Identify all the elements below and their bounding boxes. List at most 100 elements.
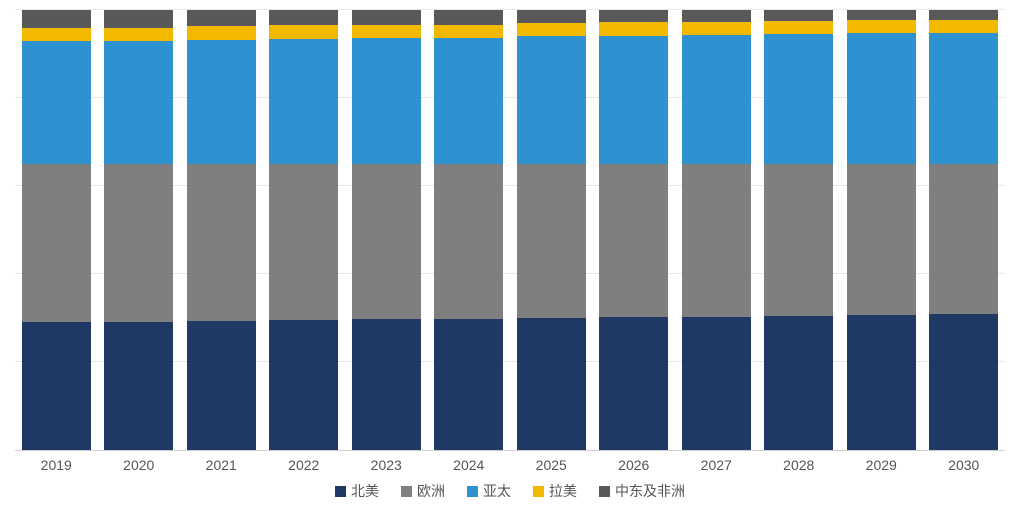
bar-segment-eu [22,164,91,322]
bar-column [428,10,511,450]
x-tick-label: 2030 [923,457,1006,473]
bar-segment-mea [764,10,833,21]
bar-column [840,10,923,450]
bar-segment-na [517,318,586,450]
x-tick-label: 2025 [510,457,593,473]
bar-segment-na [434,319,503,450]
bar-column [180,10,263,450]
bar-column [923,10,1006,450]
bar-segment-eu [269,164,338,320]
bar-segment-eu [847,164,916,315]
bar-column [675,10,758,450]
bar-segment-apac [847,33,916,164]
plot-area [15,10,1005,451]
bar [599,10,668,450]
bar-segment-lam [929,20,998,33]
x-tick-label: 2023 [345,457,428,473]
x-tick-label: 2028 [758,457,841,473]
bar [682,10,751,450]
bar-segment-lam [187,26,256,39]
bar-segment-mea [434,10,503,25]
bar-segment-mea [104,10,173,28]
x-tick-label: 2020 [98,457,181,473]
bar-segment-apac [682,35,751,164]
bar-segment-apac [269,39,338,164]
bar-segment-mea [187,10,256,26]
bar [434,10,503,450]
bar-segment-apac [22,41,91,164]
bar-segment-lam [764,21,833,34]
bar-segment-na [352,319,421,450]
bar-segment-mea [682,10,751,22]
bar-segment-lam [104,28,173,41]
bar-column [15,10,98,450]
legend: 北美欧洲亚太拉美中东及非洲 [15,481,1005,501]
legend-swatch [467,486,478,497]
bar-segment-eu [929,164,998,314]
bar [764,10,833,450]
bar-segment-eu [517,164,586,318]
bar-segment-apac [764,34,833,164]
bar-segment-eu [352,164,421,319]
bar-segment-lam [434,25,503,38]
stacked-bar-chart: 2019202020212022202320242025202620272028… [0,0,1020,509]
legend-label: 拉美 [549,481,577,501]
x-tick-label: 2019 [15,457,98,473]
bar-segment-na [187,321,256,450]
bar-segment-lam [517,23,586,36]
legend-item-na: 北美 [335,481,379,501]
bar-segment-apac [352,38,421,164]
bar-segment-eu [682,164,751,317]
x-tick-label: 2029 [840,457,923,473]
bar-segment-eu [104,164,173,322]
bar [517,10,586,450]
bar-segment-lam [269,25,338,38]
bar-segment-na [929,314,998,450]
bar [187,10,256,450]
x-tick-label: 2026 [593,457,676,473]
bar [352,10,421,450]
bar-segment-na [22,322,91,450]
legend-item-lam: 拉美 [533,481,577,501]
bar-segment-apac [929,33,998,164]
legend-swatch [599,486,610,497]
bar [929,10,998,450]
bar [22,10,91,450]
bar-column [758,10,841,450]
bar-segment-mea [22,10,91,28]
x-tick-label: 2024 [428,457,511,473]
bar-segment-mea [517,10,586,23]
bar-segment-mea [269,10,338,25]
bar-segment-na [682,317,751,450]
bar-segment-apac [599,36,668,164]
bar-segment-apac [187,40,256,165]
bar-segment-apac [104,41,173,164]
bar-segment-na [764,316,833,450]
bar-segment-lam [352,25,421,38]
bar-segment-mea [599,10,668,22]
x-tick-label: 2027 [675,457,758,473]
x-axis: 2019202020212022202320242025202620272028… [15,457,1005,473]
bar-column [593,10,676,450]
bar-segment-mea [847,10,916,20]
legend-label: 北美 [351,481,379,501]
bar-segment-mea [929,10,998,20]
legend-swatch [335,486,346,497]
bar-segment-lam [682,22,751,35]
bar-segment-eu [434,164,503,319]
bar-segment-apac [434,38,503,164]
bar-segment-na [847,315,916,450]
x-tick-label: 2021 [180,457,263,473]
bar-column [98,10,181,450]
legend-item-mea: 中东及非洲 [599,481,685,501]
bar-segment-eu [187,164,256,321]
legend-label: 欧洲 [417,481,445,501]
bar-segment-na [599,317,668,450]
bar-column [510,10,593,450]
bar-segment-apac [517,36,586,164]
bar-segment-eu [599,164,668,317]
bar-segment-na [104,322,173,450]
bar-segment-lam [599,22,668,35]
legend-item-eu: 欧洲 [401,481,445,501]
bar-segment-eu [764,164,833,316]
